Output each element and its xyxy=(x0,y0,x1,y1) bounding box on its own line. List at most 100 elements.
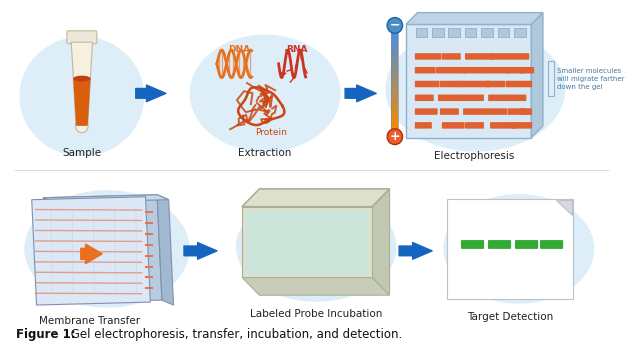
Ellipse shape xyxy=(387,18,403,33)
Text: Labeled Probe Incubation: Labeled Probe Incubation xyxy=(250,309,382,319)
Bar xyxy=(392,91,398,95)
Polygon shape xyxy=(406,13,543,24)
Bar xyxy=(392,107,398,111)
Bar xyxy=(392,45,398,49)
Polygon shape xyxy=(242,278,390,295)
Bar xyxy=(392,120,398,124)
Bar xyxy=(392,39,398,42)
Bar xyxy=(392,32,398,130)
FancyBboxPatch shape xyxy=(481,28,493,37)
Bar xyxy=(392,126,398,130)
FancyBboxPatch shape xyxy=(440,108,459,115)
FancyBboxPatch shape xyxy=(506,67,524,73)
FancyBboxPatch shape xyxy=(415,81,440,87)
FancyBboxPatch shape xyxy=(463,108,488,115)
FancyBboxPatch shape xyxy=(519,108,532,115)
Bar xyxy=(392,117,398,121)
Ellipse shape xyxy=(237,193,396,301)
Bar xyxy=(392,84,398,88)
FancyBboxPatch shape xyxy=(488,240,511,249)
FancyBboxPatch shape xyxy=(490,53,507,60)
FancyBboxPatch shape xyxy=(465,53,493,60)
Polygon shape xyxy=(44,195,169,203)
Bar xyxy=(392,55,398,59)
Bar xyxy=(548,61,554,96)
Ellipse shape xyxy=(76,119,88,133)
Polygon shape xyxy=(531,13,543,138)
FancyBboxPatch shape xyxy=(461,81,490,87)
Bar xyxy=(392,94,398,98)
Bar xyxy=(392,81,398,85)
Ellipse shape xyxy=(444,195,593,303)
Text: Sample: Sample xyxy=(62,148,101,158)
Polygon shape xyxy=(242,189,390,207)
FancyBboxPatch shape xyxy=(506,81,532,87)
Text: −: − xyxy=(390,19,400,32)
FancyBboxPatch shape xyxy=(447,199,573,299)
FancyBboxPatch shape xyxy=(461,240,484,249)
FancyBboxPatch shape xyxy=(449,28,460,37)
FancyBboxPatch shape xyxy=(497,28,509,37)
FancyBboxPatch shape xyxy=(509,95,526,101)
Text: Target Detection: Target Detection xyxy=(467,312,553,322)
FancyBboxPatch shape xyxy=(465,28,476,37)
FancyBboxPatch shape xyxy=(490,122,516,129)
FancyBboxPatch shape xyxy=(432,28,444,37)
Text: RNA: RNA xyxy=(286,45,308,54)
FancyBboxPatch shape xyxy=(440,81,463,87)
Bar xyxy=(392,110,398,114)
Bar xyxy=(392,87,398,91)
FancyBboxPatch shape xyxy=(442,53,461,60)
Polygon shape xyxy=(71,42,93,126)
Polygon shape xyxy=(44,195,162,303)
Bar xyxy=(392,71,398,75)
FancyBboxPatch shape xyxy=(242,207,372,278)
Bar xyxy=(392,52,398,55)
Text: DNA: DNA xyxy=(228,45,250,54)
FancyBboxPatch shape xyxy=(486,81,505,87)
Polygon shape xyxy=(32,197,150,305)
Bar xyxy=(392,104,398,108)
Text: Figure 1:: Figure 1: xyxy=(16,328,76,341)
FancyBboxPatch shape xyxy=(415,28,427,37)
FancyBboxPatch shape xyxy=(442,122,465,129)
Polygon shape xyxy=(372,189,390,295)
Bar xyxy=(392,78,398,82)
Ellipse shape xyxy=(386,28,564,151)
Polygon shape xyxy=(73,78,90,126)
Bar xyxy=(392,68,398,72)
Bar xyxy=(392,75,398,78)
FancyBboxPatch shape xyxy=(463,95,484,101)
Bar xyxy=(392,97,398,101)
Text: Smaller molecules
will migrate farther
down the gel: Smaller molecules will migrate farther d… xyxy=(557,68,625,90)
FancyBboxPatch shape xyxy=(484,67,509,73)
FancyBboxPatch shape xyxy=(438,95,465,101)
FancyBboxPatch shape xyxy=(488,95,511,101)
Bar xyxy=(392,49,398,52)
Ellipse shape xyxy=(387,129,403,145)
FancyBboxPatch shape xyxy=(436,67,467,73)
Bar xyxy=(392,32,398,36)
Text: Membrane Transfer: Membrane Transfer xyxy=(39,316,140,326)
FancyBboxPatch shape xyxy=(415,67,436,73)
Ellipse shape xyxy=(20,37,143,156)
Text: Gel electrophoresis, transfer, incubation, and detection.: Gel electrophoresis, transfer, incubatio… xyxy=(67,328,403,341)
FancyBboxPatch shape xyxy=(515,240,538,249)
FancyBboxPatch shape xyxy=(246,211,369,274)
FancyBboxPatch shape xyxy=(415,95,434,101)
Ellipse shape xyxy=(25,191,189,307)
Bar xyxy=(392,58,398,62)
FancyBboxPatch shape xyxy=(514,28,525,37)
Text: +: + xyxy=(390,130,400,143)
FancyBboxPatch shape xyxy=(508,108,526,115)
Text: Extraction: Extraction xyxy=(239,148,292,158)
FancyBboxPatch shape xyxy=(540,240,563,249)
FancyBboxPatch shape xyxy=(67,31,97,44)
Bar xyxy=(392,36,398,39)
Bar xyxy=(392,62,398,65)
FancyBboxPatch shape xyxy=(415,122,432,129)
FancyBboxPatch shape xyxy=(406,24,531,138)
FancyBboxPatch shape xyxy=(463,67,486,73)
Text: Electrophoresis: Electrophoresis xyxy=(435,152,515,161)
Polygon shape xyxy=(556,200,572,215)
